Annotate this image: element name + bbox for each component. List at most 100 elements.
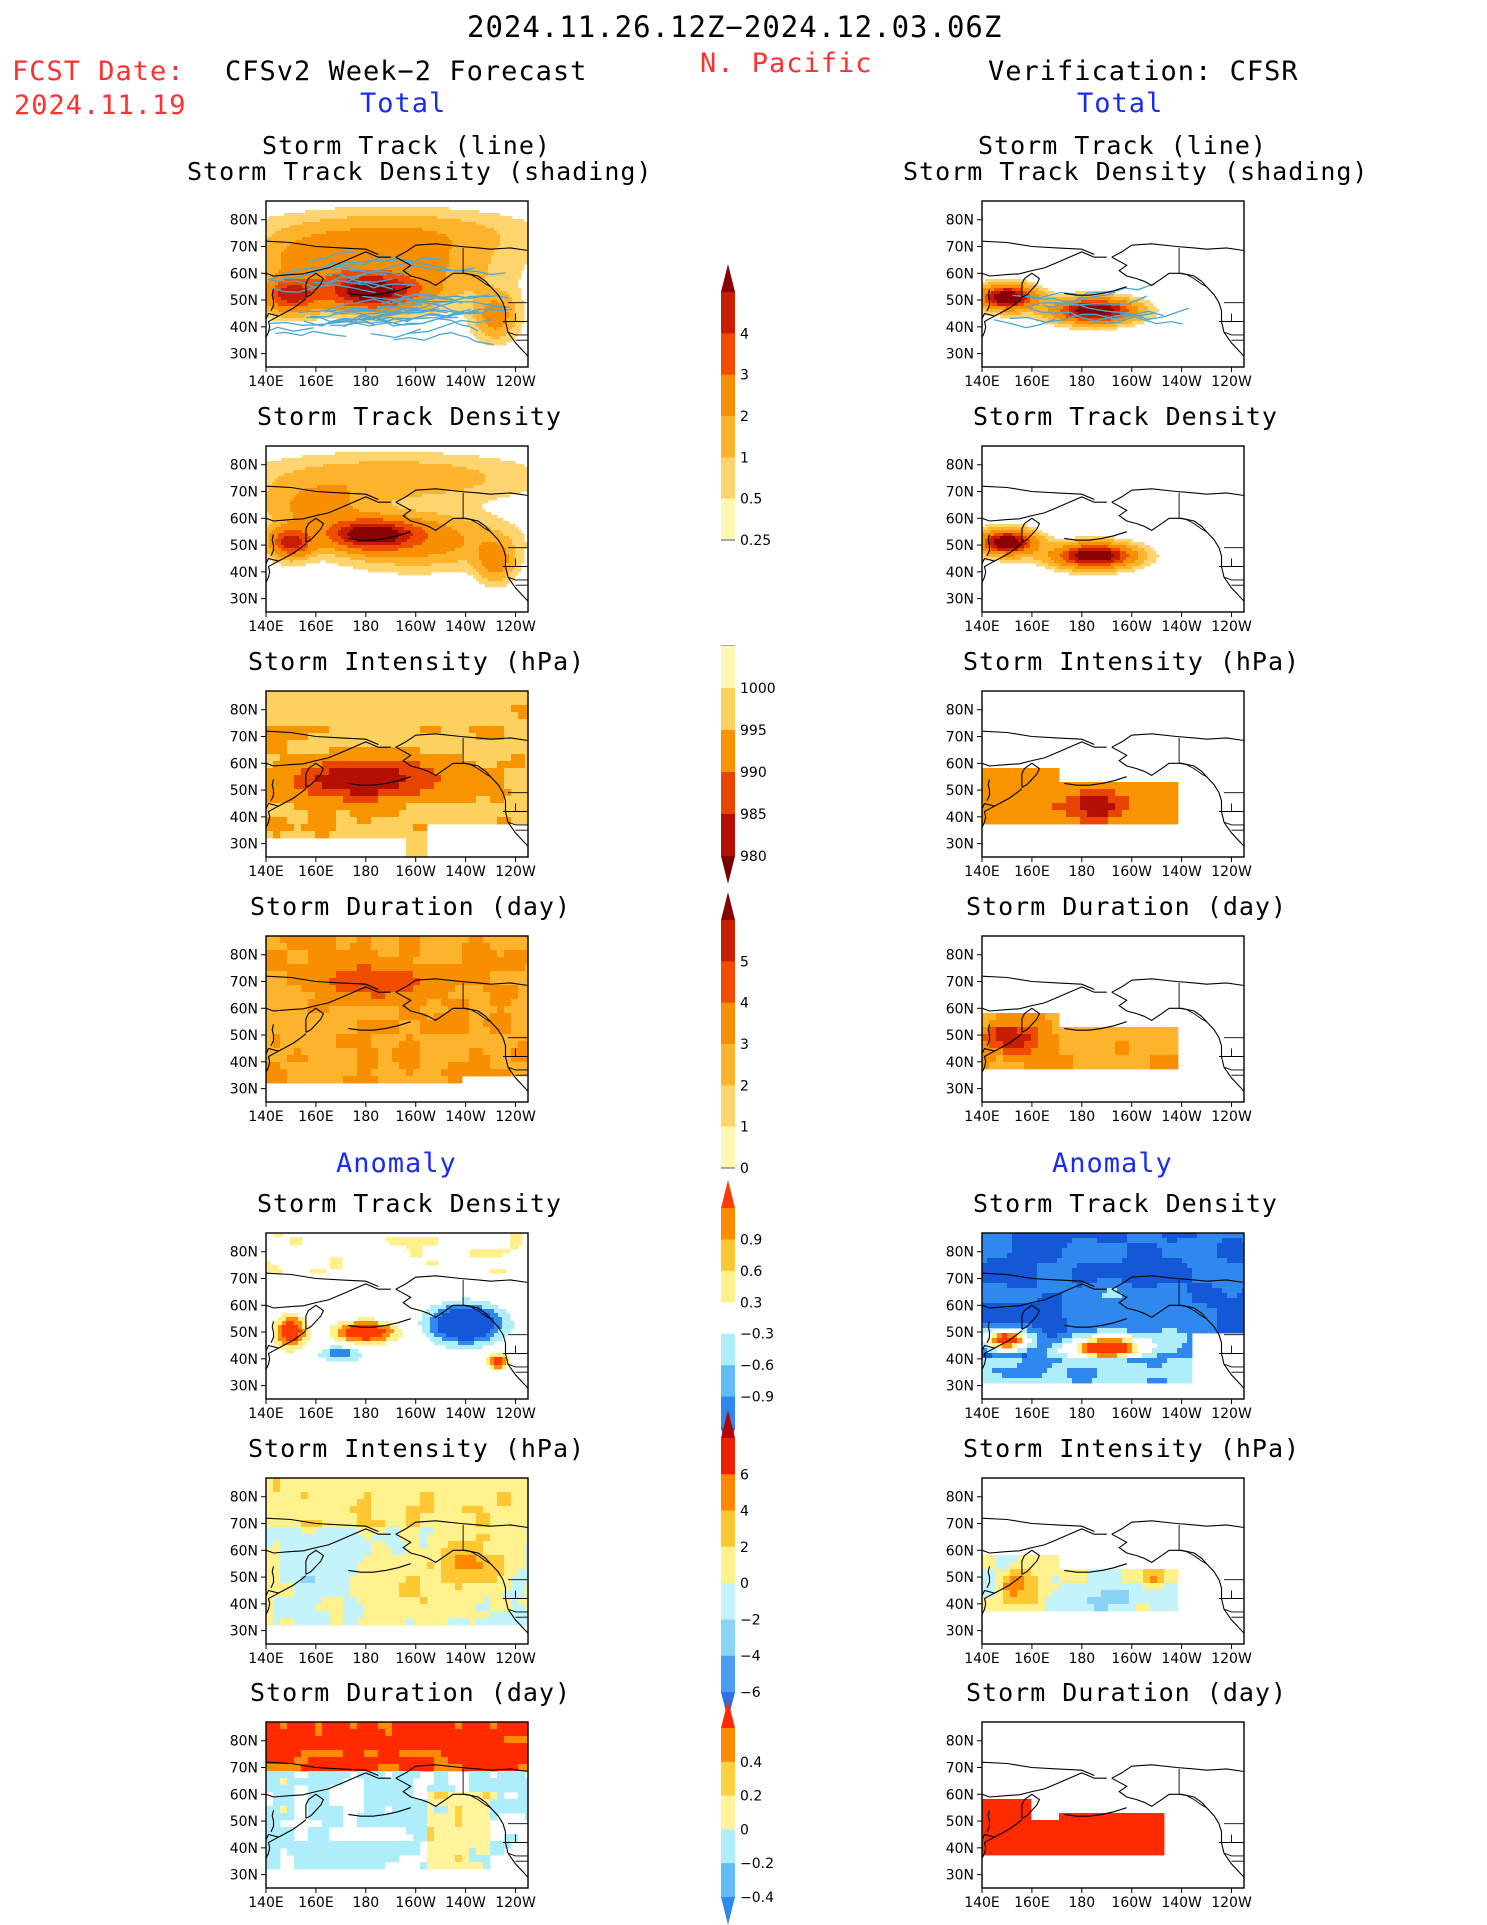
x-tick-label: 160W [1111, 1406, 1152, 1422]
storm-track-line [1027, 295, 1148, 308]
coastline [266, 1833, 280, 1860]
y-tick-label: 80N [230, 1734, 258, 1750]
map-panel-r3: 140E 160E 180 160W 140W 120W 80N 70N 60N 50N 40N 30… [946, 690, 1252, 880]
coastline [395, 256, 528, 357]
storm-track-line [275, 330, 347, 338]
y-tick-label: 70N [230, 1761, 258, 1777]
coastline [986, 1810, 991, 1833]
x-tick-label: 160E [1014, 374, 1050, 390]
coastline [982, 251, 1107, 277]
verification-column-title: Verification: CFSR [988, 56, 1299, 87]
y-tick-label: 60N [230, 266, 258, 282]
colorbar-box [721, 1044, 735, 1086]
colorbar-label: −4 [740, 1649, 761, 1665]
y-tick-label: 50N [946, 1325, 974, 1341]
coastline [982, 312, 983, 314]
coastline [1064, 531, 1127, 541]
title-l6: Storm Intensity (hPa) [248, 1434, 586, 1463]
colorbar-duration-anomaly: 0.4 0.2 0 −0.2 −0.4 [721, 1700, 774, 1925]
colorbar-label: 3 [740, 1037, 749, 1053]
anomaly-right-label: Anomaly [1052, 1148, 1173, 1179]
border-line [463, 1304, 491, 1320]
map-frame [981, 445, 1245, 613]
x-tick-label: 120W [495, 619, 536, 635]
coastline [266, 802, 267, 804]
x-tick-label: 140E [248, 1406, 284, 1422]
coastline [266, 1761, 379, 1777]
colorbar-label: −0.2 [740, 1856, 774, 1872]
title-r1a: Storm Track (line) [978, 131, 1267, 160]
colorbar-box [721, 1085, 735, 1128]
colorbar-box [721, 1239, 735, 1272]
title-r2: Storm Track Density [973, 402, 1278, 431]
colorbar-label: 0 [740, 1576, 749, 1592]
coastline [986, 779, 991, 802]
coastline [982, 730, 1095, 746]
title-r7: Storm Duration (day) [966, 1678, 1288, 1707]
coastline [986, 1024, 991, 1047]
coastline [270, 534, 275, 557]
title-r5: Storm Track Density [973, 1189, 1278, 1218]
coastline [395, 1275, 528, 1290]
map-panel-l4: 140E 160E 180 160W 140W 120W 80N 70N 60N 50N 40N 30… [230, 935, 536, 1125]
coastline [395, 1520, 528, 1535]
coastline [982, 975, 1095, 991]
map-frame [265, 1232, 529, 1400]
border-line [1223, 331, 1244, 336]
coastline [266, 802, 280, 829]
colorbar-duration: 5 4 3 2 1 0 [721, 892, 749, 1177]
coastline [266, 557, 280, 584]
coastline [395, 991, 528, 1092]
colorbar-label: −0.3 [740, 1327, 774, 1343]
x-tick-label: 160W [1111, 864, 1152, 880]
y-tick-label: 40N [946, 1352, 974, 1368]
title-r4: Storm Duration (day) [966, 892, 1288, 921]
coastline [982, 1517, 1095, 1533]
map-field [982, 1761, 1244, 1878]
y-tick-label: 40N [946, 1055, 974, 1071]
x-tick-label: 180 [352, 1895, 379, 1911]
storm-track-line [303, 320, 375, 327]
y-tick-label: 60N [946, 1298, 974, 1314]
coastline [1111, 1520, 1244, 1535]
x-tick-label: 160W [395, 1895, 436, 1911]
x-tick-label: 160E [1014, 1651, 1050, 1667]
coastline [1111, 501, 1244, 602]
coastline [982, 1047, 996, 1074]
colorbar-label: 2 [740, 1078, 749, 1094]
colorbar-label: −0.4 [740, 1890, 774, 1906]
y-tick-label: 50N [946, 538, 974, 554]
y-tick-label: 80N [230, 1490, 258, 1506]
colorbar-label: 6 [740, 1467, 749, 1483]
coastline [1064, 1021, 1127, 1031]
y-tick-label: 40N [230, 1841, 258, 1857]
total-right-label: Total [1077, 88, 1164, 119]
anomaly-left-label: Anomaly [336, 1148, 457, 1179]
map-panel-l6: 140E 160E 180 160W 140W 120W 80N 70N 60N 50N 40N 30… [230, 1477, 536, 1667]
colorbar-box [721, 1510, 735, 1548]
x-tick-label: 160W [395, 1406, 436, 1422]
y-tick-label: 30N [946, 592, 974, 608]
x-tick-label: 140W [1161, 1406, 1202, 1422]
colorbar-density: 4 3 2 1 0.5 0.25 [721, 264, 771, 549]
total-left-label: Total [360, 88, 447, 119]
border-line [463, 1549, 491, 1565]
coastline [305, 1304, 325, 1330]
coastline [1021, 517, 1041, 543]
coastline [266, 496, 391, 522]
colorbar-label: −2 [740, 1612, 761, 1628]
y-tick-label: 30N [946, 347, 974, 363]
storm-track-line [267, 326, 314, 333]
map-frame [981, 935, 1245, 1103]
colorbar-label: 0 [740, 1822, 749, 1838]
coastline [982, 1344, 983, 1346]
border-line [507, 1852, 528, 1857]
x-tick-label: 160W [395, 1109, 436, 1125]
map-field [982, 240, 1244, 357]
x-tick-label: 160E [298, 864, 334, 880]
x-tick-label: 120W [1211, 864, 1252, 880]
border-line [1179, 762, 1207, 778]
x-tick-label: 180 [1068, 864, 1095, 880]
coastline [266, 1047, 267, 1049]
